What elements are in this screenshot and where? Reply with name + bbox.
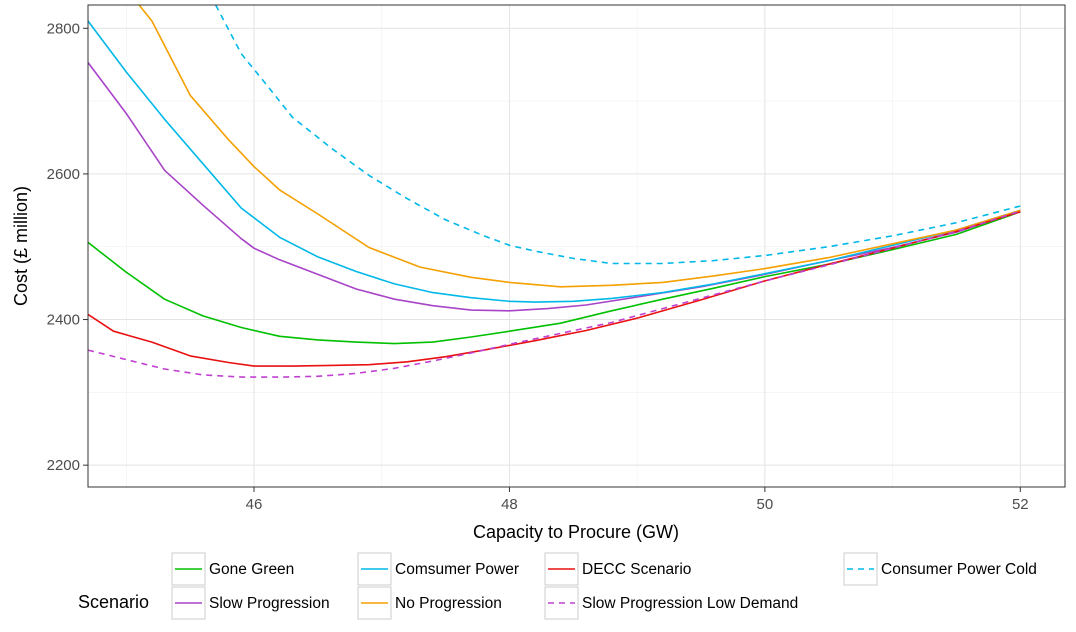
legend-title: Scenario	[78, 592, 149, 612]
series-line-gone-green	[88, 211, 1021, 345]
series-line-no-progression	[138, 5, 1021, 288]
legend: Scenario Gone Green Comsumer Power DECC Sc…	[78, 552, 1037, 620]
legend-label-decc-scenario: DECC Scenario	[582, 561, 691, 578]
y-tick-label: 2800	[47, 20, 80, 37]
x-axis-title: Capacity to Procure (GW)	[473, 522, 679, 542]
y-axis-title: Cost (£ million)	[11, 186, 31, 306]
legend-label-no-progression: No Progression	[395, 595, 502, 612]
legend-label-slow-progression: Slow Progression	[209, 595, 330, 612]
legend-label-comsumer-power: Comsumer Power	[395, 561, 519, 578]
x-tick-label: 48	[501, 496, 518, 513]
y-tick-label: 2400	[47, 312, 80, 329]
legend-label-gone-green: Gone Green	[209, 561, 294, 578]
legend-label-slow-progression-low-demand: Slow Progression Low Demand	[582, 595, 798, 612]
y-tick-label: 2600	[47, 166, 80, 183]
series-line-decc-scenario	[88, 211, 1021, 367]
y-axis: 2200 2400 2600 2800	[47, 20, 88, 474]
plot-panel	[87, 4, 1066, 488]
series-line-slow-progression-low-demand	[88, 210, 1021, 378]
plot-border	[87, 4, 1066, 488]
legend-label-consumer-power-cold: Consumer Power Cold	[881, 561, 1037, 578]
series-line-comsumer-power	[88, 20, 1021, 303]
y-tick-label: 2200	[47, 457, 80, 474]
series-lines	[88, 5, 1021, 378]
x-axis: 46 48 50 52	[246, 487, 1029, 513]
x-tick-label: 46	[246, 496, 263, 513]
series-line-consumer-power-cold	[214, 5, 1021, 265]
x-tick-label: 52	[1012, 496, 1029, 513]
x-tick-label: 50	[757, 496, 774, 513]
